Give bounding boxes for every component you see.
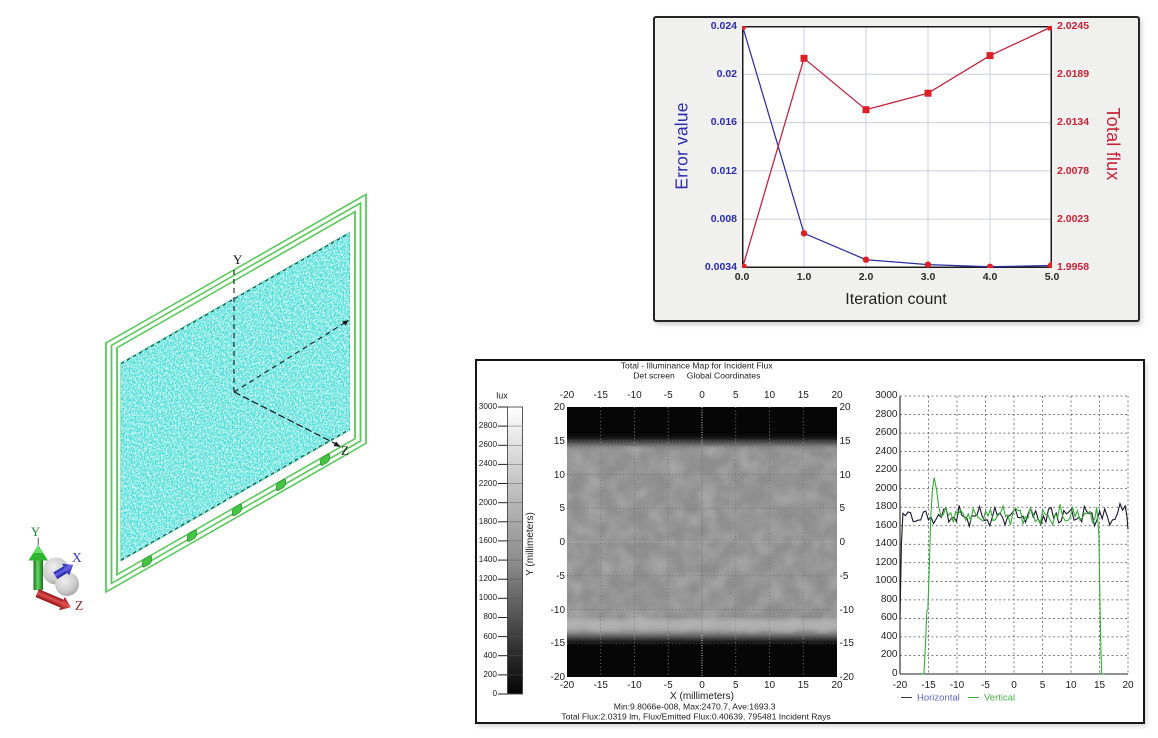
svg-text:Y: Y [31,525,40,539]
svg-text:Z: Z [341,443,349,458]
svg-text:X: X [72,550,82,565]
svg-text:Y: Y [233,252,243,267]
svg-text:Z: Z [75,598,83,613]
